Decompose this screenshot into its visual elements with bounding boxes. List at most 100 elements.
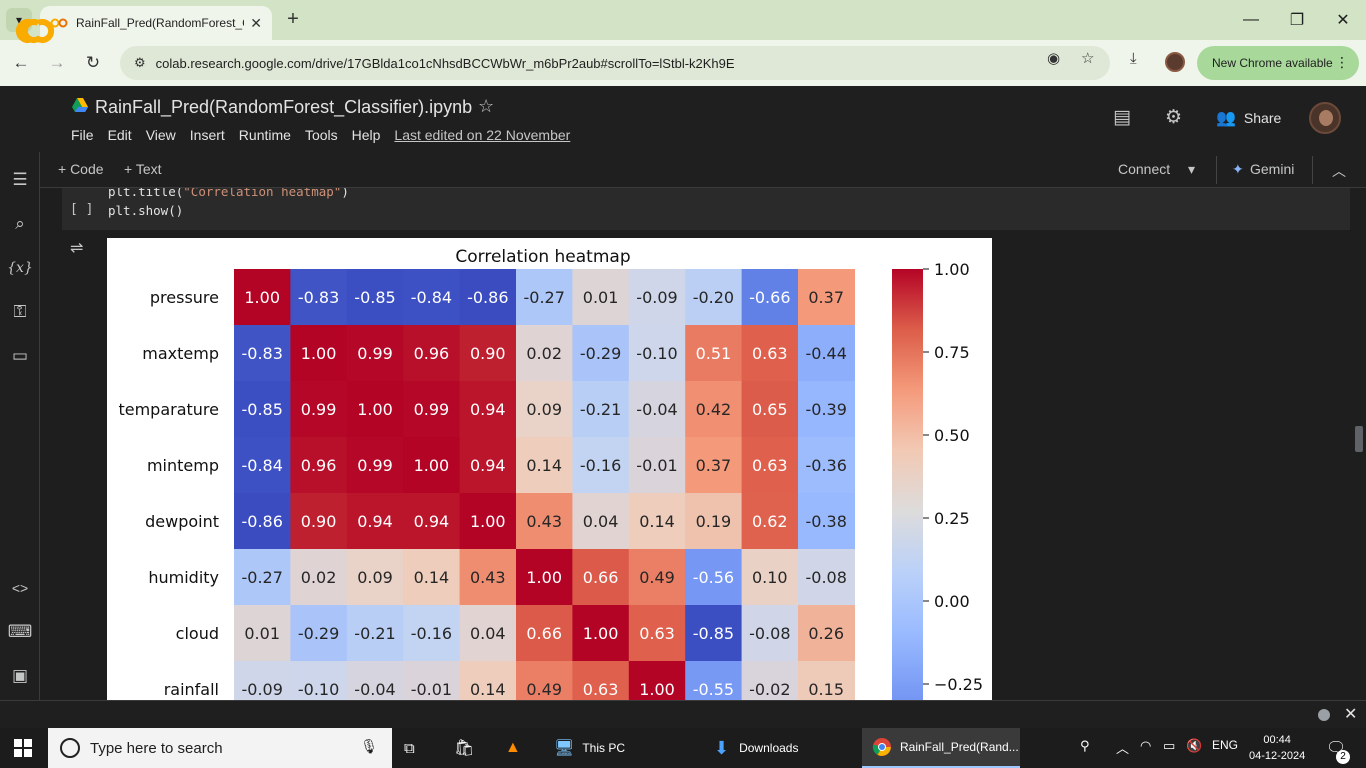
connect-button[interactable]: Connect: [1118, 161, 1171, 177]
account-avatar[interactable]: [1309, 102, 1341, 134]
taskbar-downloads[interactable]: ⬇ Downloads: [706, 728, 858, 768]
notebook-title[interactable]: RainFall_Pred(RandomForest_Classifier).i…: [95, 97, 473, 117]
microphone-icon[interactable]: 🎙: [360, 738, 378, 754]
heatmap-cell: [741, 437, 799, 494]
clock-time: 00:44: [1263, 734, 1291, 746]
heatmap-cell: [628, 549, 686, 606]
star-icon[interactable]: ☆: [478, 96, 495, 116]
menu-tools[interactable]: Tools: [304, 127, 338, 143]
heatmap-cell-label: 0.37: [808, 288, 844, 307]
heatmap-cell-label: 0.63: [752, 344, 788, 363]
heatmap-cell: [741, 605, 799, 662]
output-menu-icon[interactable]: ⇌: [70, 240, 84, 257]
search-icon[interactable]: ⌕: [15, 214, 25, 233]
tab-title: RainFall_Pred(RandomForest_Cl: [76, 16, 245, 30]
files-folder-icon[interactable]: ▭: [11, 346, 29, 365]
heatmap-cell: [685, 661, 743, 700]
windows-taskbar: Type here to search 🎙 ⧉ 🛍 ▲ 🖥 This PC ⬇ …: [0, 728, 1366, 768]
table-of-contents-icon[interactable]: ☰: [12, 170, 28, 189]
language-indicator[interactable]: ENG: [1212, 738, 1239, 752]
terminal-icon[interactable]: ▣: [11, 666, 29, 685]
gemini-button[interactable]: Gemini: [1250, 161, 1295, 177]
heatmap-cell-label: -0.83: [298, 288, 339, 307]
people-tray-icon[interactable]: ⚲: [1080, 738, 1090, 753]
code-snippets-icon[interactable]: <>: [11, 580, 29, 596]
taskbar-search[interactable]: Type here to search 🎙: [48, 728, 392, 768]
scrollbar-thumb[interactable]: [1355, 426, 1363, 452]
task-view-icon[interactable]: ⧉: [404, 739, 415, 757]
heatmap-cell-label: -0.01: [636, 456, 677, 475]
download-icon[interactable]: ⤓: [1130, 50, 1137, 67]
heatmap-cell: [572, 493, 630, 550]
back-button[interactable]: ←: [12, 53, 30, 72]
address-bar[interactable]: ⚙ colab.research.google.com/drive/17GBld…: [120, 46, 1110, 80]
heatmap-cell-label: -0.56: [693, 568, 734, 587]
vlc-icon[interactable]: ▲: [505, 739, 521, 756]
menu-edit[interactable]: Edit: [107, 127, 132, 143]
menu-help[interactable]: Help: [351, 127, 381, 143]
heatmap-cell-label: 0.01: [583, 288, 619, 307]
heatmap-cell-label: 0.66: [526, 624, 562, 643]
collapse-chevron-icon[interactable]: ︿: [1332, 163, 1346, 179]
wifi-icon[interactable]: ◠: [1140, 738, 1152, 753]
taskbar-chrome[interactable]: RainFall_Pred(Rand...: [862, 728, 1020, 768]
colab-logo-icon[interactable]: [14, 14, 56, 48]
settings-gear-icon[interactable]: ⚙: [1165, 107, 1183, 128]
heatmap-cell-label: 0.42: [696, 400, 732, 419]
store-icon[interactable]: 🛍: [454, 740, 475, 757]
profile-avatar[interactable]: [1165, 52, 1185, 72]
site-info-icon[interactable]: ⚙: [134, 55, 146, 70]
eye-off-icon[interactable]: ◉: [1047, 50, 1061, 67]
volume-muted-icon[interactable]: 🔇: [1186, 738, 1203, 753]
menu-runtime[interactable]: Runtime: [238, 127, 291, 143]
restore-button[interactable]: ❐: [1289, 12, 1305, 29]
connect-dropdown-icon[interactable]: ▾: [1188, 161, 1196, 177]
run-cell-bracket[interactable]: [ ]: [70, 202, 94, 217]
menu-insert[interactable]: Insert: [189, 127, 225, 143]
share-button[interactable]: 👥 Share: [1216, 108, 1281, 128]
heatmap-cell: [572, 605, 630, 662]
notebook-toolbar: + Code + Text Connect ▾ ✦ Gemini ︿: [40, 152, 1366, 188]
add-code-button[interactable]: + Code: [58, 161, 104, 177]
show-hidden-icons-chevron-icon[interactable]: ︿: [1116, 741, 1130, 756]
heatmap-cell-label: -0.29: [580, 344, 621, 363]
heatmap-cell: [290, 437, 348, 494]
menu-file[interactable]: File: [71, 127, 94, 143]
menu-view[interactable]: View: [145, 127, 176, 143]
secrets-key-icon[interactable]: ⚿: [13, 302, 27, 321]
row-label: mintemp: [147, 456, 219, 475]
heatmap-cell-label: 0.04: [583, 512, 619, 531]
browser-tab[interactable]: RainFall_Pred(RandomForest_Cl ✕: [40, 6, 272, 40]
more-menu-icon[interactable]: ⋮: [1335, 54, 1349, 70]
close-tab-icon[interactable]: ✕: [250, 14, 262, 31]
reload-button[interactable]: ↻: [85, 53, 101, 72]
heatmap-cell-label: -0.44: [805, 344, 846, 363]
status-indicator[interactable]: [1318, 709, 1330, 721]
command-palette-icon[interactable]: ⌨: [7, 622, 33, 641]
bookmark-star-icon[interactable]: ☆: [1081, 50, 1095, 67]
taskbar-this-pc[interactable]: 🖥 This PC: [548, 728, 704, 768]
clock[interactable]: 00:44 04-12-2024: [1249, 732, 1305, 764]
heatmap-cell-label: 0.02: [301, 568, 337, 587]
chrome-update-button[interactable]: New Chrome available ⋮: [1197, 46, 1359, 80]
forward-button[interactable]: →: [48, 53, 66, 72]
heatmap-cell-label: -0.86: [467, 288, 508, 307]
code-cell[interactable]: [ ] plt.title("Correlation heatmap") plt…: [62, 188, 1350, 230]
row-label: cloud: [176, 624, 219, 643]
close-window-button[interactable]: ✕: [1336, 12, 1350, 29]
variables-icon[interactable]: {x}: [7, 260, 33, 276]
heatmap-cell: [346, 381, 404, 438]
add-text-button[interactable]: + Text: [124, 161, 162, 177]
windows-start-icon[interactable]: [14, 739, 32, 757]
battery-icon[interactable]: ▭: [1163, 738, 1176, 753]
url-text: colab.research.google.com/drive/17GBlda1…: [155, 55, 735, 71]
heatmap-cell: [685, 325, 743, 382]
minimize-button[interactable]: —: [1243, 11, 1259, 28]
close-status-icon[interactable]: ✕: [1344, 706, 1358, 723]
new-tab-button[interactable]: +: [287, 7, 299, 30]
last-edited-link[interactable]: Last edited on 22 November: [394, 127, 571, 143]
heatmap-cell: [346, 549, 404, 606]
heatmap-cell-label: 0.51: [696, 344, 732, 363]
comment-icon[interactable]: ▤: [1113, 107, 1131, 128]
heatmap-cell: [234, 605, 291, 662]
